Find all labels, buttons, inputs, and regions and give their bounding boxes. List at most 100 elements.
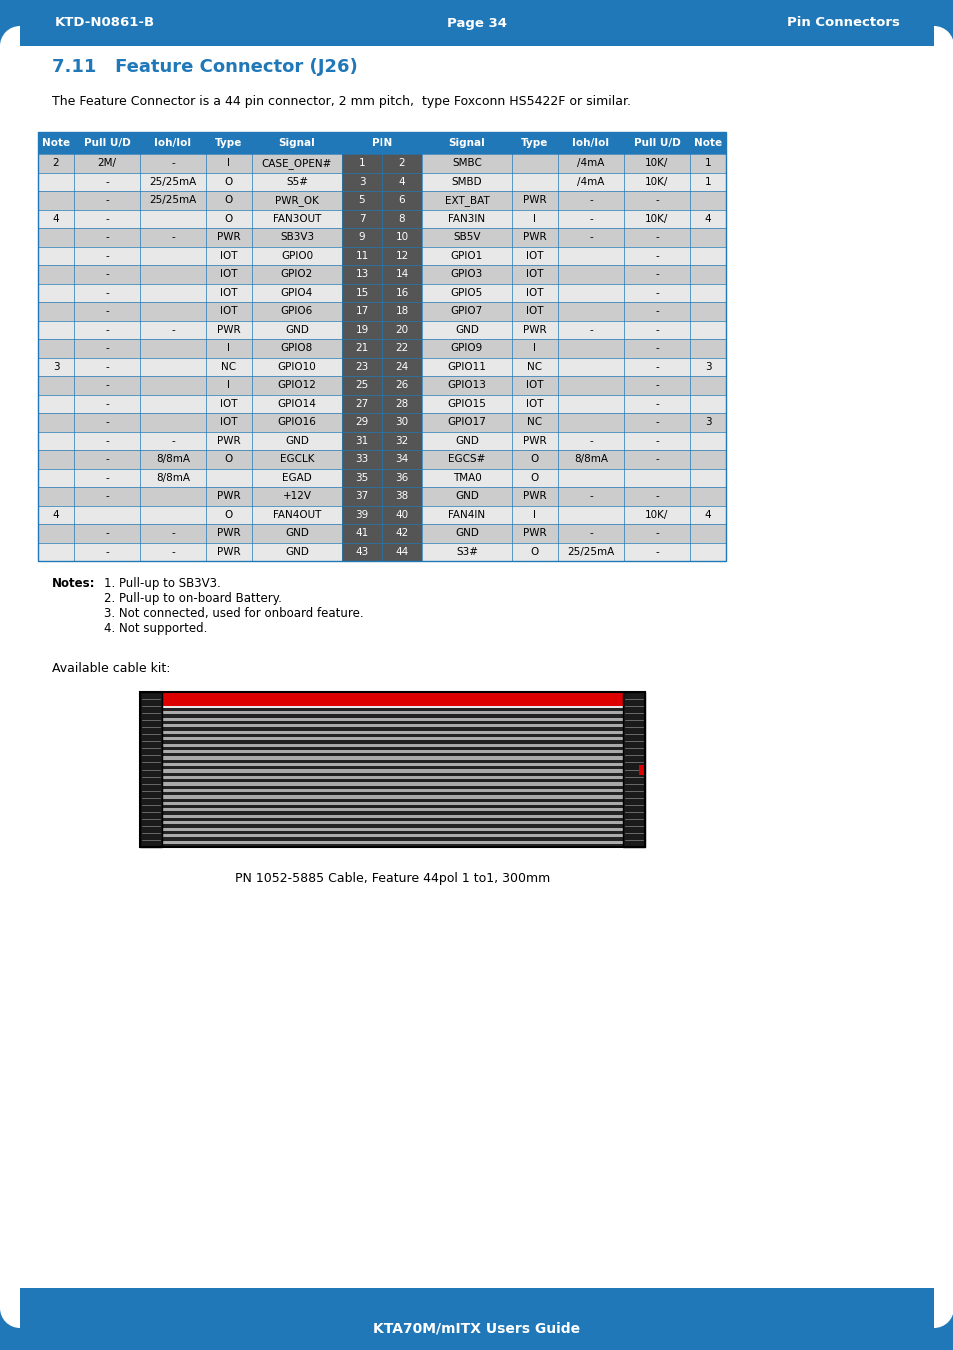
Text: -: - [105,306,109,316]
Text: -: - [105,417,109,427]
Bar [341,320,421,339]
Bar [38,524,725,543]
Text: FAN4OUT: FAN4OUT [273,510,321,520]
Text: GPIO11: GPIO11 [447,362,486,371]
Bar [162,769,622,772]
Text: Note: Note [42,138,70,148]
Bar [162,821,622,825]
Text: 43: 43 [355,547,368,556]
Bar [622,693,644,846]
Text: 8/8mA: 8/8mA [156,454,190,464]
Text: 7.11   Feature Connector (J26): 7.11 Feature Connector (J26) [52,58,357,76]
Text: GND: GND [455,528,478,539]
Text: -: - [655,288,659,298]
Text: PWR: PWR [217,491,240,501]
Bar [162,814,622,818]
Bar [341,265,421,284]
Text: 19: 19 [355,325,368,335]
Text: 39: 39 [355,510,368,520]
Text: IOT: IOT [526,306,543,316]
Text: PWR: PWR [217,547,240,556]
Bar [38,132,725,154]
Text: S3#: S3# [456,547,477,556]
Text: -: - [655,232,659,242]
Text: PWR: PWR [522,196,546,205]
Text: NC: NC [221,362,236,371]
Text: 10: 10 [395,232,408,242]
Bar [162,825,622,828]
Text: Signal: Signal [448,138,485,148]
Bar [162,837,622,841]
Text: GND: GND [285,325,309,335]
Bar [38,302,725,320]
Bar [341,358,421,377]
Text: EXT_BAT: EXT_BAT [444,194,489,205]
Bar [341,468,421,487]
Bar [38,154,725,173]
Bar [162,753,622,756]
Text: 15: 15 [355,288,368,298]
Text: -: - [655,269,659,279]
Bar [162,740,622,744]
Text: -: - [589,213,592,224]
Bar [162,714,622,718]
Text: SB5V: SB5V [453,232,480,242]
Bar [38,450,725,468]
Bar [341,209,421,228]
Text: 33: 33 [355,454,368,464]
Text: SB3V3: SB3V3 [279,232,314,242]
Text: NC: NC [527,362,542,371]
Text: -: - [655,343,659,354]
Text: PWR: PWR [522,491,546,501]
Bar [341,284,421,302]
Text: PWR: PWR [522,436,546,446]
Bar [341,505,421,524]
Bar [162,751,622,753]
Text: S5#: S5# [286,177,308,186]
Text: SMBC: SMBC [452,158,481,169]
Text: GPIO3: GPIO3 [451,269,482,279]
Text: 9: 9 [358,232,365,242]
Text: 13: 13 [355,269,368,279]
Text: 2. Pull-up to on-board Battery.: 2. Pull-up to on-board Battery. [104,593,281,605]
Text: Pull U/D: Pull U/D [84,138,131,148]
Bar [162,693,622,706]
Text: I: I [227,343,231,354]
Bar [20,20,933,46]
Text: GND: GND [455,325,478,335]
Text: IOT: IOT [220,398,237,409]
Text: 4: 4 [704,213,711,224]
Text: -: - [171,547,174,556]
Text: -: - [105,269,109,279]
Text: IOT: IOT [526,398,543,409]
Text: 2: 2 [398,158,405,169]
Bar [20,1288,933,1330]
Text: -: - [655,306,659,316]
Text: PWR: PWR [217,436,240,446]
Bar [162,795,622,798]
Text: O: O [225,454,233,464]
Bar [341,487,421,505]
Text: O: O [225,196,233,205]
Bar [38,505,725,524]
Bar [162,802,622,805]
Bar [341,173,421,190]
Bar [38,320,725,339]
Text: PWR: PWR [217,528,240,539]
Text: O: O [530,547,538,556]
Text: 20: 20 [395,325,408,335]
Bar [162,707,622,711]
Text: FAN3OUT: FAN3OUT [273,213,321,224]
Bar [38,468,725,487]
Text: 32: 32 [395,436,408,446]
Bar [341,413,421,432]
Text: 1: 1 [704,158,711,169]
Ellipse shape [913,1288,953,1328]
Text: 3. Not connected, used for onboard feature.: 3. Not connected, used for onboard featu… [104,608,363,620]
Bar [38,487,725,505]
Text: O: O [225,510,233,520]
Text: 44: 44 [395,547,408,556]
Text: GPIO6: GPIO6 [280,306,313,316]
Text: 34: 34 [395,454,408,464]
Text: 10K/: 10K/ [644,510,668,520]
